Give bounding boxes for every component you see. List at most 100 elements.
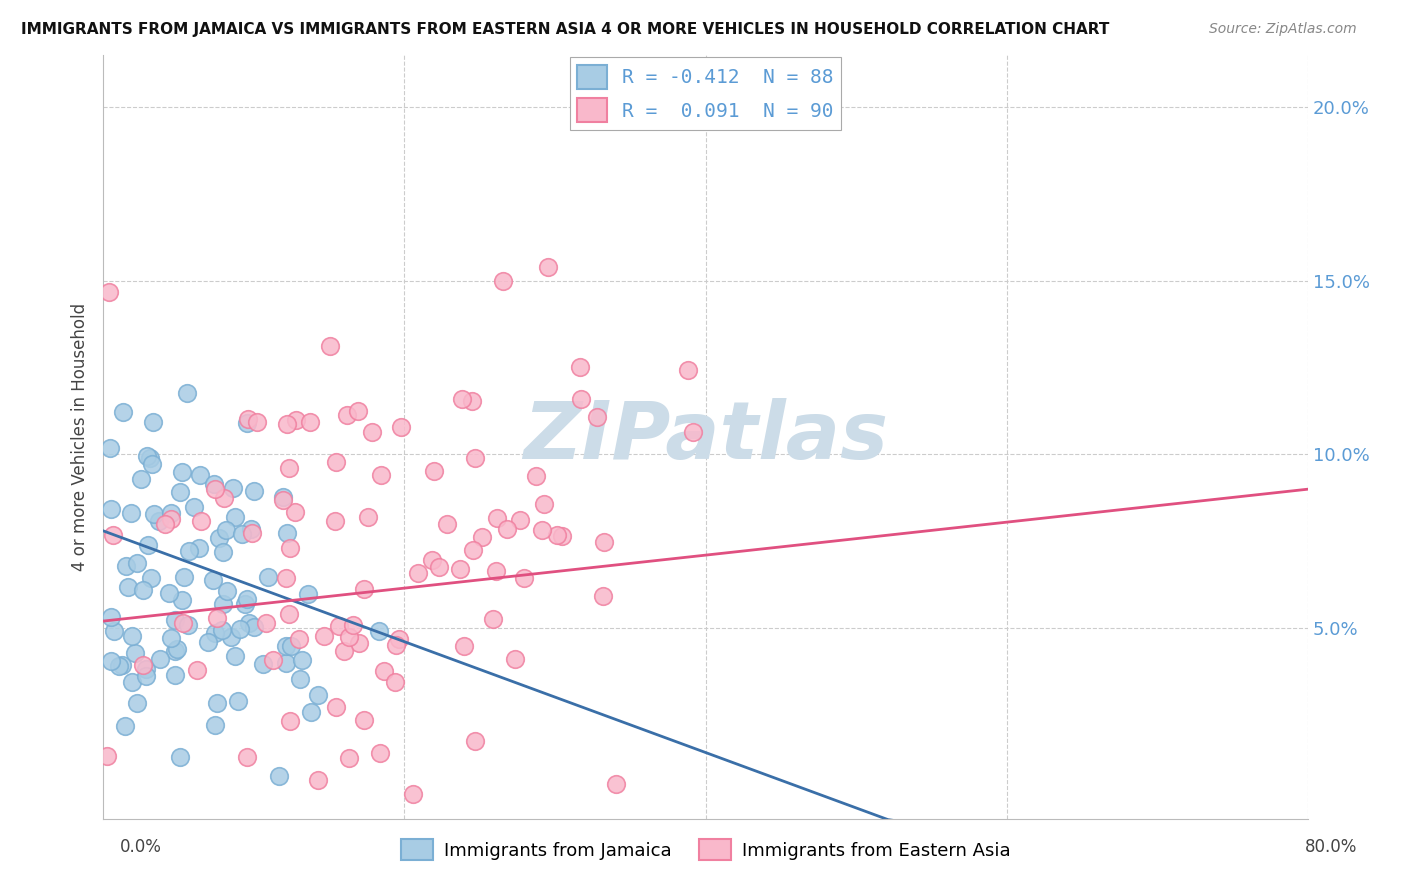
Point [291, 652, 314, 666]
Point [256, 569, 278, 583]
Point [204, 482, 226, 496]
Point [246, 415, 269, 429]
Point [127, 556, 149, 570]
Point [537, 260, 560, 274]
Point [496, 522, 519, 536]
Point [585, 409, 607, 424]
Point [278, 607, 301, 621]
Text: 0.0%: 0.0% [120, 838, 162, 855]
Point [420, 553, 443, 567]
Point [228, 622, 250, 636]
Point [423, 464, 446, 478]
Point [131, 472, 153, 486]
Point [243, 483, 266, 498]
Point [121, 506, 143, 520]
Point [224, 510, 246, 524]
Point [367, 624, 389, 639]
Point [325, 455, 347, 469]
Point [406, 566, 429, 580]
Point [353, 582, 375, 596]
Point [153, 516, 176, 531]
Point [163, 668, 186, 682]
Text: IMMIGRANTS FROM JAMAICA VS IMMIGRANTS FROM EASTERN ASIA 4 OR MORE VEHICLES IN HO: IMMIGRANTS FROM JAMAICA VS IMMIGRANTS FR… [21, 22, 1109, 37]
Point [108, 658, 131, 673]
Point [96, 749, 118, 764]
Point [177, 618, 200, 632]
Point [368, 746, 391, 760]
Point [389, 420, 412, 434]
Point [319, 339, 342, 353]
Point [464, 451, 486, 466]
Point [449, 562, 471, 576]
Point [299, 706, 322, 720]
Point [503, 652, 526, 666]
Point [280, 639, 302, 653]
Y-axis label: 4 or more Vehicles in Household: 4 or more Vehicles in Household [72, 303, 89, 571]
Point [276, 526, 298, 541]
Point [682, 425, 704, 439]
Point [256, 616, 278, 631]
Point [236, 591, 259, 606]
Point [188, 467, 211, 482]
Point [243, 620, 266, 634]
Point [221, 481, 243, 495]
Point [149, 652, 172, 666]
Point [204, 625, 226, 640]
Point [513, 571, 536, 585]
Point [328, 619, 350, 633]
Point [482, 612, 505, 626]
Point [262, 653, 284, 667]
Point [176, 385, 198, 400]
Point [235, 416, 257, 430]
Text: ZIPatlas: ZIPatlas [523, 398, 889, 476]
Point [373, 665, 395, 679]
Point [136, 538, 159, 552]
Point [287, 632, 309, 647]
Point [135, 669, 157, 683]
Point [464, 734, 486, 748]
Point [451, 392, 474, 406]
Point [202, 573, 225, 587]
Point [212, 597, 235, 611]
Point [143, 507, 166, 521]
Point [233, 598, 256, 612]
Point [274, 639, 297, 653]
Point [103, 527, 125, 541]
Point [115, 558, 138, 573]
Point [148, 514, 170, 528]
Point [370, 468, 392, 483]
Point [235, 749, 257, 764]
Point [166, 642, 188, 657]
Point [172, 592, 194, 607]
Point [360, 425, 382, 439]
Point [325, 700, 347, 714]
Point [170, 465, 193, 479]
Point [211, 624, 233, 638]
Point [676, 363, 699, 377]
Point [157, 586, 180, 600]
Point [347, 636, 370, 650]
Point [239, 522, 262, 536]
Point [103, 624, 125, 638]
Point [238, 616, 260, 631]
Point [551, 529, 574, 543]
Point [114, 719, 136, 733]
Point [569, 359, 592, 374]
Point [461, 543, 484, 558]
Point [141, 571, 163, 585]
Point [298, 416, 321, 430]
Point [117, 580, 139, 594]
Point [271, 490, 294, 504]
Point [169, 485, 191, 500]
Point [205, 696, 228, 710]
Point [160, 632, 183, 646]
Point [139, 450, 162, 465]
Point [284, 505, 307, 519]
Text: 80.0%: 80.0% [1305, 838, 1357, 855]
Point [135, 662, 157, 676]
Point [593, 535, 616, 549]
Point [297, 587, 319, 601]
Point [333, 644, 356, 658]
Point [356, 509, 378, 524]
Point [546, 528, 568, 542]
